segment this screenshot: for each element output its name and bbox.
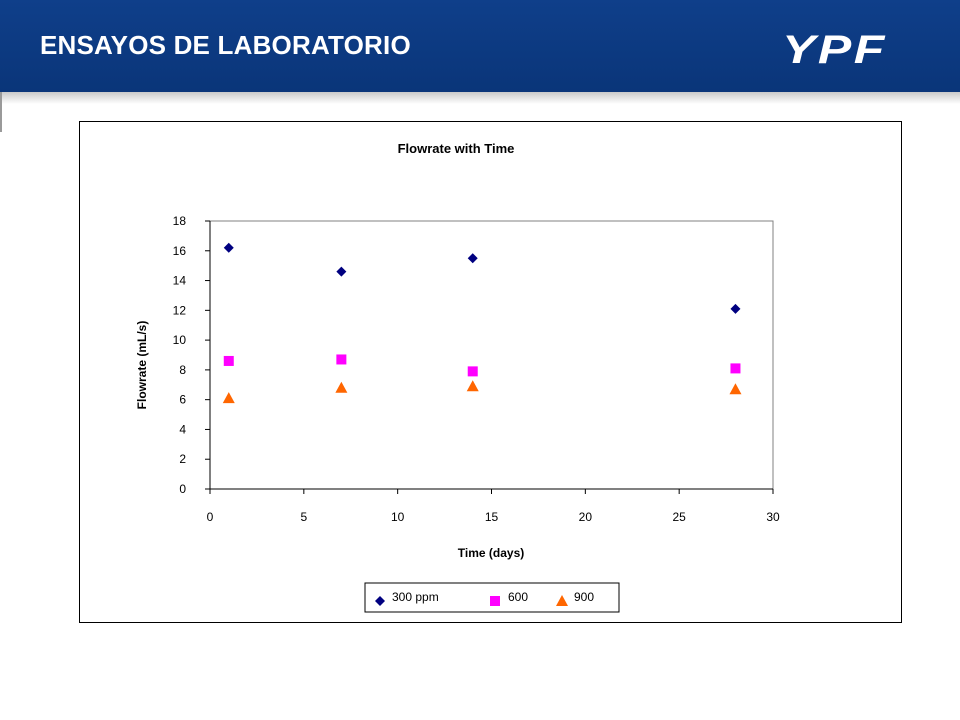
x-tick-label: 5	[300, 510, 307, 524]
y-tick-label: 2	[179, 452, 186, 466]
legend-marker-triangle	[556, 595, 568, 606]
slide-header: ENSAYOS DE LABORATORIO YPF	[0, 0, 960, 92]
data-point-diamond	[467, 253, 478, 264]
data-point-triangle	[222, 392, 235, 404]
data-point-triangle	[466, 380, 479, 392]
x-tick-label: 20	[579, 510, 593, 524]
y-tick-label: 6	[179, 393, 186, 407]
plot-area	[209, 220, 774, 490]
x-tick-label: 0	[207, 510, 214, 524]
chart-title: Flowrate with Time	[398, 141, 515, 156]
slide-title: ENSAYOS DE LABORATORIO	[40, 30, 411, 60]
ypf-logo: YPF	[782, 28, 887, 72]
data-point-square	[223, 355, 234, 366]
data-point-square	[730, 363, 741, 374]
legend-marker-square	[490, 596, 500, 606]
x-axis-title: Time (days)	[458, 546, 524, 560]
data-point-square	[336, 354, 347, 365]
data-points	[222, 242, 742, 404]
axes: 0 2 4 6 8 10 12 14 16 18 0 5 10 15 20 25 30	[173, 214, 780, 524]
data-point-triangle	[335, 381, 348, 393]
y-tick-label: 8	[179, 363, 186, 377]
x-tick-label: 25	[672, 510, 686, 524]
data-point-triangle	[729, 383, 742, 395]
y-tick-label: 12	[173, 303, 187, 317]
y-axis-title: Flowrate (mL/s)	[135, 321, 149, 410]
data-point-square	[467, 366, 478, 377]
header-shadow	[0, 92, 960, 104]
x-tick-label: 10	[391, 510, 405, 524]
data-point-diamond	[730, 303, 741, 314]
x-tick-label: 30	[766, 510, 780, 524]
y-tick-label: 16	[173, 244, 187, 258]
legend-label: 600	[508, 590, 528, 604]
y-tick-label: 0	[179, 482, 186, 496]
legend: 300 ppm 600 900	[364, 582, 620, 613]
y-tick-label: 18	[173, 214, 187, 228]
chart-frame: Flowrate with Time 0 2 4 6 8 10 12 14 16 18 0 5 10 15…	[79, 121, 902, 623]
legend-marker-diamond	[375, 596, 385, 606]
legend-label: 900	[574, 590, 594, 604]
legend-label: 300 ppm	[392, 590, 439, 604]
y-tick-label: 4	[179, 422, 186, 436]
data-point-diamond	[336, 266, 347, 277]
y-tick-label: 14	[173, 274, 187, 288]
data-point-diamond	[223, 242, 234, 253]
header-edge	[0, 92, 2, 132]
y-tick-label: 10	[173, 333, 187, 347]
flowrate-chart: Flowrate with Time 0 2 4 6 8 10 12 14 16 18 0 5 10 15…	[135, 141, 780, 613]
x-tick-label: 15	[485, 510, 499, 524]
